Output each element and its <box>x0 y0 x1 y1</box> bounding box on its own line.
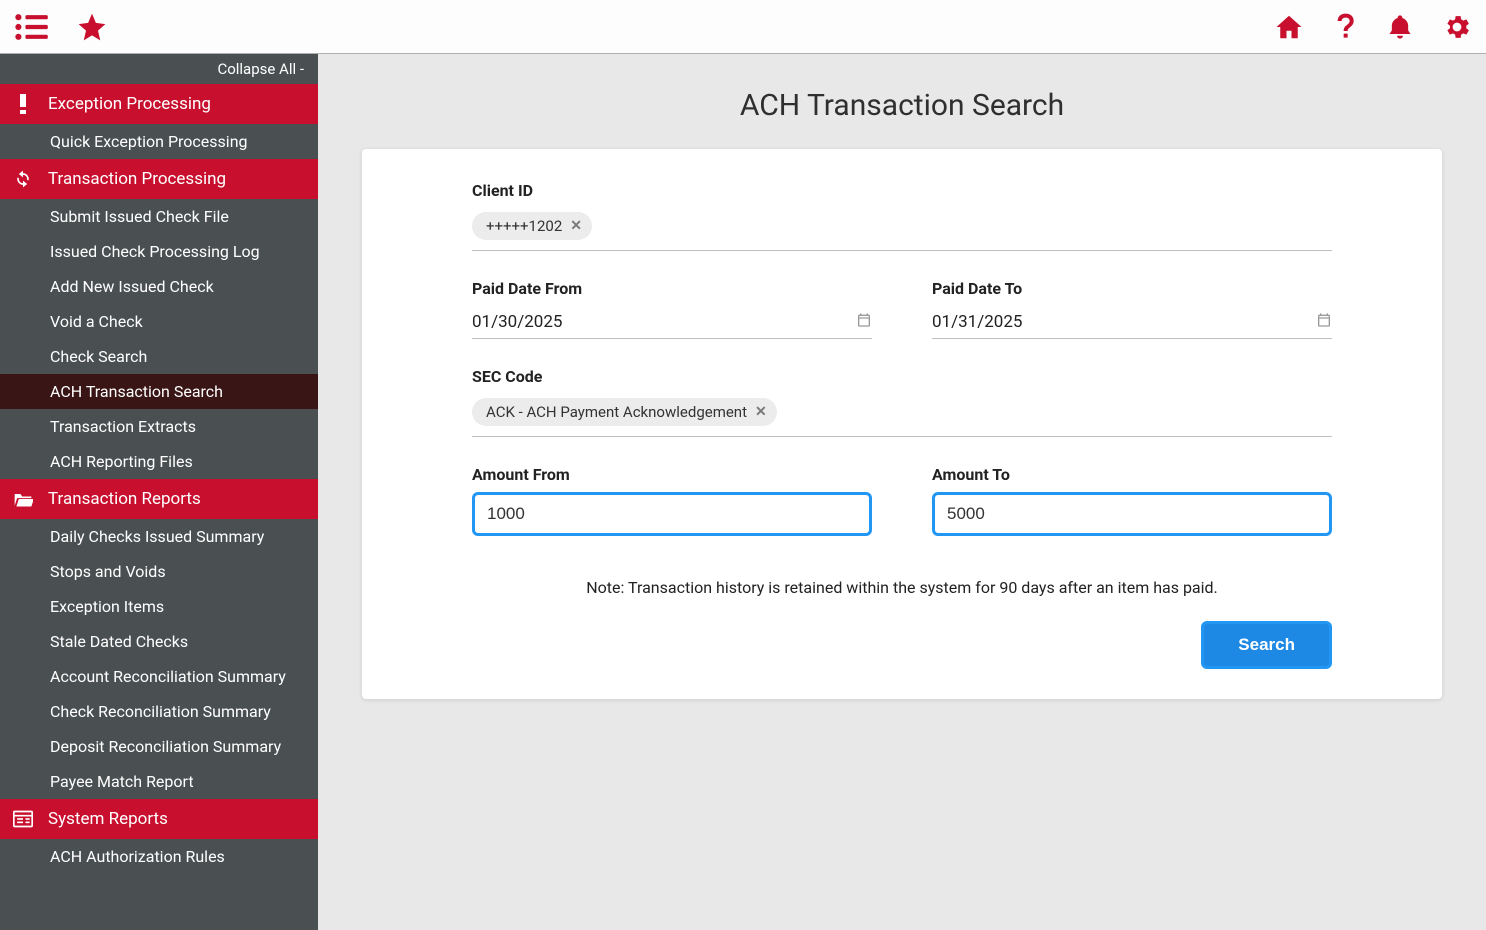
calendar-icon[interactable] <box>856 312 872 332</box>
nav-section-transaction-processing[interactable]: Transaction Processing <box>0 159 318 199</box>
exclaim-icon <box>12 94 34 114</box>
nav-section-exception-processing[interactable]: Exception Processing <box>0 84 318 124</box>
refresh-icon <box>12 169 34 189</box>
client-id-field[interactable]: +++++1202 ✕ <box>472 208 1332 251</box>
search-form-card: Client ID +++++1202 ✕ Paid Date From 01/… <box>362 149 1442 699</box>
nav-section-label: System Reports <box>48 809 168 829</box>
top-toolbar <box>0 0 1486 54</box>
nav-item-payee-match-report[interactable]: Payee Match Report <box>0 764 318 799</box>
nav-item-deposit-reconciliation-summary[interactable]: Deposit Reconciliation Summary <box>0 729 318 764</box>
client-id-group: Client ID +++++1202 ✕ <box>472 181 1332 251</box>
paid-date-from-value: 01/30/2025 <box>472 312 856 332</box>
close-icon[interactable]: ✕ <box>755 404 767 420</box>
nav-item-issued-check-processing-log[interactable]: Issued Check Processing Log <box>0 234 318 269</box>
nav-item-check-search[interactable]: Check Search <box>0 339 318 374</box>
amount-from-label: Amount From <box>472 465 872 484</box>
gear-icon[interactable] <box>1442 12 1472 42</box>
client-id-chip: +++++1202 ✕ <box>472 212 592 240</box>
sec-code-label: SEC Code <box>472 367 1332 386</box>
amount-to-label: Amount To <box>932 465 1332 484</box>
nav-item-account-reconciliation-summary[interactable]: Account Reconciliation Summary <box>0 659 318 694</box>
nav-item-quick-exception-processing[interactable]: Quick Exception Processing <box>0 124 318 159</box>
menu-list-icon[interactable] <box>14 13 48 41</box>
paid-date-to-label: Paid Date To <box>932 279 1332 298</box>
page-title: ACH Transaction Search <box>318 54 1486 149</box>
amount-from-input[interactable] <box>472 492 872 536</box>
nav-section-label: Transaction Processing <box>48 169 226 189</box>
help-icon[interactable] <box>1332 11 1358 43</box>
nav-item-submit-issued-check-file[interactable]: Submit Issued Check File <box>0 199 318 234</box>
form-actions: Search <box>472 621 1332 669</box>
sec-code-chip: ACK - ACH Payment Acknowledgement ✕ <box>472 398 777 426</box>
nav-item-stops-and-voids[interactable]: Stops and Voids <box>0 554 318 589</box>
nav-item-check-reconciliation-summary[interactable]: Check Reconciliation Summary <box>0 694 318 729</box>
paid-date-from-field[interactable]: 01/30/2025 <box>472 306 872 339</box>
star-icon[interactable] <box>76 11 108 43</box>
amount-to-input[interactable] <box>932 492 1332 536</box>
nav-item-ach-transaction-search[interactable]: ACH Transaction Search <box>0 374 318 409</box>
nav-item-transaction-extracts[interactable]: Transaction Extracts <box>0 409 318 444</box>
nav-item-ach-authorization-rules[interactable]: ACH Authorization Rules <box>0 839 318 874</box>
paid-date-from-label: Paid Date From <box>472 279 872 298</box>
nav-item-void-a-check[interactable]: Void a Check <box>0 304 318 339</box>
nav-item-stale-dated-checks[interactable]: Stale Dated Checks <box>0 624 318 659</box>
paid-date-to-field[interactable]: 01/31/2025 <box>932 306 1332 339</box>
calendar-icon[interactable] <box>1316 312 1332 332</box>
bell-icon[interactable] <box>1386 12 1414 42</box>
paid-date-to-group: Paid Date To 01/31/2025 <box>932 279 1332 339</box>
amount-from-group: Amount From <box>472 465 872 536</box>
topbar-left-group <box>14 11 108 43</box>
nav-section-transaction-reports[interactable]: Transaction Reports <box>0 479 318 519</box>
nav-item-add-new-issued-check[interactable]: Add New Issued Check <box>0 269 318 304</box>
main-content: ACH Transaction Search Client ID +++++12… <box>318 54 1486 930</box>
sidebar-nav: Collapse All - Exception Processing Quic… <box>0 54 318 930</box>
folder-open-icon <box>12 490 34 508</box>
nav-section-label: Transaction Reports <box>48 489 201 509</box>
collapse-all-link[interactable]: Collapse All - <box>0 54 318 84</box>
nav-item-ach-reporting-files[interactable]: ACH Reporting Files <box>0 444 318 479</box>
nav-section-system-reports[interactable]: System Reports <box>0 799 318 839</box>
nav-section-label: Exception Processing <box>48 94 211 114</box>
search-button[interactable]: Search <box>1201 621 1332 669</box>
topbar-right-group <box>1274 11 1472 43</box>
sec-code-chip-text: ACK - ACH Payment Acknowledgement <box>486 403 747 421</box>
report-icon <box>12 810 34 828</box>
paid-date-from-group: Paid Date From 01/30/2025 <box>472 279 872 339</box>
home-icon[interactable] <box>1274 12 1304 42</box>
client-id-label: Client ID <box>472 181 1332 200</box>
paid-date-to-value: 01/31/2025 <box>932 312 1316 332</box>
nav-item-daily-checks-issued-summary[interactable]: Daily Checks Issued Summary <box>0 519 318 554</box>
client-id-chip-text: +++++1202 <box>486 217 562 235</box>
sec-code-field[interactable]: ACK - ACH Payment Acknowledgement ✕ <box>472 394 1332 437</box>
sec-code-group: SEC Code ACK - ACH Payment Acknowledgeme… <box>472 367 1332 437</box>
close-icon[interactable]: ✕ <box>570 218 582 234</box>
nav-item-exception-items[interactable]: Exception Items <box>0 589 318 624</box>
retention-note: Note: Transaction history is retained wi… <box>472 578 1332 597</box>
amount-to-group: Amount To <box>932 465 1332 536</box>
